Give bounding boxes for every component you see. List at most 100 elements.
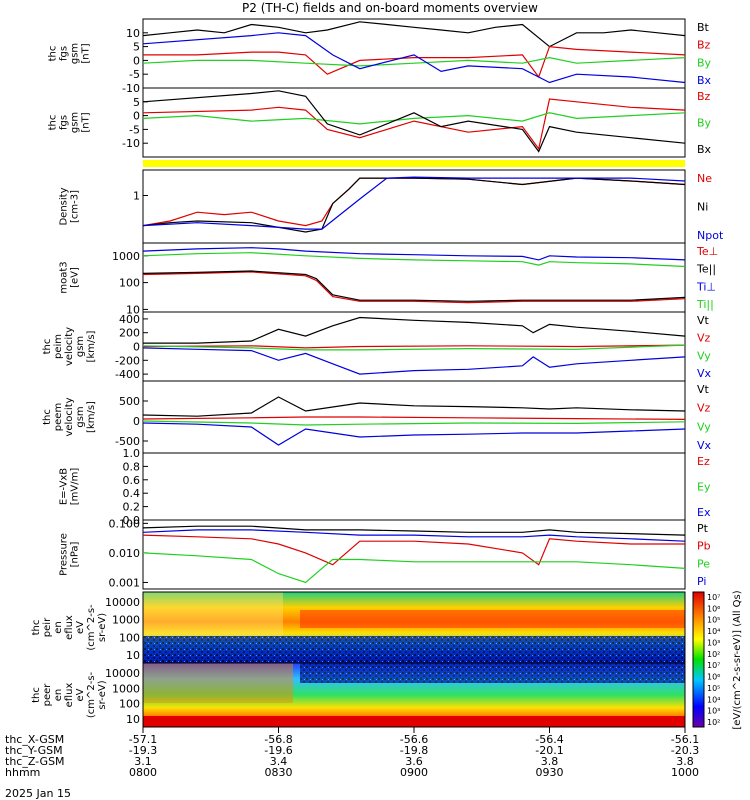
series-Te⊥: [142, 271, 686, 304]
series-Pi: [142, 529, 686, 542]
x-tick-label: -56.4: [535, 733, 563, 746]
y-axis-label: thc: [42, 339, 53, 355]
colorbar-tick: 10⁴: [707, 695, 720, 704]
figure-title: P2 (TH-C) fields and on-board moments ov…: [242, 1, 538, 15]
y-tick-label: 1: [133, 190, 140, 203]
legend-entry: Vy: [697, 420, 711, 433]
panel-efield: 1.00.80.60.40.20.0 E=-VxB [mV/m] Ez Ey Ex: [59, 447, 711, 527]
panel-frame: [142, 519, 686, 590]
panel-frame: [142, 452, 686, 521]
colorbar-tick: 10²: [707, 718, 720, 727]
series-Vx: [142, 422, 686, 446]
y-tick-label: 1000: [112, 250, 140, 263]
y-tick-label: 1.0: [123, 447, 141, 460]
panel-peem_velocity: 500 0 -500 thc peem velocity gsm [km/s] Vt Vz Vy Vx: [42, 380, 712, 454]
x-tick-label: -56.1: [671, 733, 699, 746]
series-Ne: [142, 177, 686, 227]
y-tick-label: 0: [133, 110, 140, 123]
legend-entry: Pi: [697, 575, 706, 588]
colorbar-label: [eV/(cm^2-s-sr-eV)] (All Qs): [732, 590, 743, 729]
colorbar-tick: 10⁶: [707, 604, 720, 613]
x-tick-label: 3.6: [405, 755, 423, 768]
y-axis-label: thc: [48, 46, 59, 62]
y-tick-label: 1000: [112, 682, 140, 695]
colorbar: 10⁷ 10⁶ 10⁵ 10⁴ 10³ 10² 10⁷ 10⁶ 10⁵ 10⁴ 10³ 10² [eV…: [692, 590, 743, 730]
legend-entry: Vy: [697, 349, 711, 362]
y-tick-label: 0: [133, 54, 140, 67]
legend-entry: Ey: [697, 481, 711, 494]
legend-entry: Npot: [697, 229, 724, 242]
y-axis-label: Pressure: [59, 533, 70, 576]
y-axis-label: velocity: [64, 327, 75, 366]
x-tick-label: 0900: [400, 766, 428, 779]
panel-peir_en_eflux: 10000 1000 100 10 thc peir en eflux eV (cm^2-s-sr…: [31, 596, 148, 662]
y-tick-label: -500: [115, 435, 140, 448]
y-tick-label: -200: [115, 354, 140, 367]
colorbar-tick: 10³: [707, 707, 720, 716]
y-axis-label: [km/s]: [86, 401, 97, 433]
y-axis-label: [cm-3]: [70, 190, 81, 223]
series-Bx: [142, 32, 686, 84]
legend-entry: Pb: [697, 540, 711, 553]
y-axis-label: gsm: [75, 336, 86, 357]
series-Bz: [143, 45, 686, 79]
y-axis-label: thc: [31, 687, 42, 703]
series-Bz: [142, 98, 686, 151]
series-Bx: [142, 90, 686, 153]
legend-entry: Vz: [697, 402, 711, 415]
y-axis-label: (cm^2-s-: [86, 671, 97, 718]
legend-entry: By: [697, 56, 712, 69]
y-axis-label: eV: [75, 688, 86, 701]
series-Pe: [142, 552, 686, 584]
y-axis-label: sr-eV): [97, 680, 108, 709]
y-tick-label: 100: [119, 698, 140, 711]
series-Pt: [142, 525, 686, 536]
colorbar-tick: 10³: [707, 638, 720, 647]
legend-entry: Ti||: [696, 298, 714, 311]
legend-entry: Pe: [697, 557, 710, 570]
x-row-label: hhmm: [5, 766, 40, 779]
panel-fgs_gsm_2: 50-5-10 thc fgs gsm [nT] Bz By Bx: [48, 87, 712, 158]
y-axis-label: Density: [59, 187, 70, 225]
y-tick-label: 0.001: [109, 576, 141, 589]
x-tick-label: -20.3: [671, 744, 699, 757]
y-axis-label: velocity: [64, 397, 75, 436]
series-Ti⊥: [142, 247, 686, 261]
legend-entry: Vx: [697, 439, 712, 452]
x-tick-label: -56.6: [400, 733, 428, 746]
x-tick-label: -19.8: [400, 744, 428, 757]
colorbar-tick: 10⁴: [707, 627, 720, 636]
x-tick-label: -20.1: [535, 744, 563, 757]
y-axis-label: [km/s]: [86, 330, 97, 362]
y-axis-label: eV: [75, 621, 86, 634]
colorbar-tick: 10⁵: [707, 616, 720, 625]
x-tick-label: 3.1: [134, 755, 152, 768]
legend-entry: Te||: [696, 263, 716, 276]
series-Vy: [142, 344, 686, 351]
y-axis-label: sr-eV): [97, 613, 108, 642]
panel-peer_en_eflux: 10000 1000 100 10 thc peer en eflux eV (cm^2-s-sr…: [31, 667, 148, 726]
legend-entry: Bx: [697, 143, 712, 156]
y-tick-label: 1000: [112, 614, 140, 627]
y-axis-label: peer: [42, 683, 53, 707]
colorbar-tick: 10⁵: [707, 684, 720, 693]
series-Vz: [142, 416, 686, 420]
y-tick-label: 0: [133, 415, 140, 428]
series-Vz: [142, 344, 686, 349]
y-axis-label: peir: [42, 617, 53, 637]
x-tick-label: -57.1: [129, 733, 157, 746]
panel-frame: [142, 87, 686, 158]
legend-entry: Vz: [697, 332, 711, 345]
series-Npot: [142, 176, 686, 230]
y-tick-label: 5: [133, 96, 140, 109]
electron-spectrogram: [142, 662, 686, 728]
legend-entry: Vt: [697, 383, 710, 396]
x-axis-annotation: thc_X-GSM -57.1 -56.8 -56.6 -56.4 -56.1 thc_Y-…: [5, 727, 699, 779]
y-tick-label: 10000: [105, 667, 140, 680]
legend-entry: Bt: [697, 21, 710, 34]
x-tick-label: -19.3: [129, 744, 157, 757]
series-Vt: [142, 396, 686, 417]
